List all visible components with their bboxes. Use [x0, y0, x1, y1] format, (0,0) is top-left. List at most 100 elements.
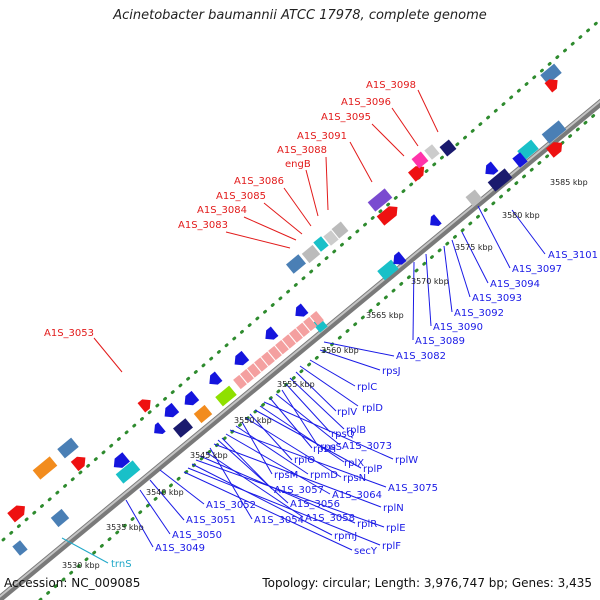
leader-line — [412, 261, 415, 341]
ribosomal-gene-glyph — [247, 363, 261, 378]
gene-glyph — [512, 152, 528, 168]
rna-label: trnS — [111, 559, 132, 570]
gene-glyph — [215, 385, 237, 407]
gene-glyph — [154, 422, 166, 434]
gene-label-bottom: A1S_3050 — [172, 530, 222, 541]
ribosomal-gene-glyph-shape — [275, 340, 289, 355]
gene-glyph — [377, 259, 399, 281]
gene-label-bottom: A1S_3101 — [548, 250, 598, 261]
accession-text: Accession: NC_009085 — [4, 576, 141, 590]
tick-label: 3540 kbp — [146, 488, 184, 497]
gene-glyph — [32, 456, 58, 480]
gene-label-bottom: rplP — [363, 464, 382, 475]
gene-label-bottom: secY — [354, 546, 378, 557]
gene-label-bottom: A1S_3092 — [454, 308, 504, 319]
leader-line — [323, 341, 395, 357]
gene-glyph-shape — [465, 189, 483, 207]
leader-line — [125, 499, 154, 548]
gene-glyph-shape — [164, 402, 180, 418]
gene-glyph-shape — [57, 437, 79, 459]
gene-label-bottom: A1S_3097 — [512, 264, 562, 275]
gene-label-top: engB — [285, 159, 311, 170]
ribosomal-gene-glyph-shape — [289, 328, 303, 343]
leader-line — [254, 409, 362, 469]
gene-glyph-shape — [313, 236, 329, 252]
leader-line — [139, 489, 171, 535]
ribosomal-gene-glyph — [268, 345, 282, 361]
leader-line — [191, 463, 333, 536]
gene-glyph-shape — [331, 221, 349, 239]
leader-line — [371, 123, 405, 157]
leader-line — [425, 253, 432, 327]
gene-glyph-shape — [376, 206, 398, 226]
gene-glyph — [295, 303, 309, 317]
gene-glyph — [265, 326, 279, 340]
gene-glyph — [184, 390, 200, 406]
gene-glyph — [540, 63, 562, 85]
ribosomal-gene-glyph-shape — [303, 316, 317, 332]
gene-label-bottom: rpsM — [274, 470, 298, 481]
gene-label-bottom: A1S_3052 — [206, 500, 256, 511]
gene-label-bottom: A1S_3049 — [155, 543, 205, 554]
tick-label: 3560 kbp — [321, 346, 359, 355]
ribosomal-gene-glyph-shape — [240, 369, 254, 384]
gene-glyph-shape — [544, 79, 558, 93]
tick-label: 3530 kbp — [62, 561, 100, 570]
gene-glyph — [301, 244, 321, 264]
gene-glyph — [424, 144, 440, 160]
ribosomal-gene-glyph-shape — [254, 357, 268, 372]
page-title: Acinetobacter baumannii ATCC 17978, comp… — [113, 8, 487, 23]
leader-line — [325, 156, 329, 211]
gene-glyph — [430, 214, 442, 226]
leader-line — [477, 205, 511, 269]
gene-label-bottom: rplV — [337, 407, 357, 418]
ribosomal-gene-glyph — [289, 328, 303, 343]
gene-glyph-shape — [408, 166, 425, 182]
gene-glyph — [439, 139, 457, 157]
gene-glyph — [323, 230, 339, 246]
leader-line — [243, 216, 297, 241]
leader-line — [319, 349, 381, 371]
gene-glyph-shape — [424, 144, 440, 160]
gene-label-bottom: rplB — [346, 425, 366, 436]
gene-label-bottom: A1S_3054 — [254, 515, 304, 526]
leader-line — [259, 405, 345, 463]
gene-label-bottom: A1S_3093 — [472, 293, 522, 304]
gene-glyph — [193, 404, 213, 424]
ribosomal-gene-glyph-shape — [282, 334, 296, 349]
leader-line — [289, 377, 345, 430]
leader-line — [249, 413, 293, 461]
ribosomal-gene-glyph — [261, 351, 275, 366]
leader-line — [213, 443, 382, 508]
gene-glyph — [408, 166, 425, 182]
gene-label-top: A1S_3086 — [234, 176, 284, 187]
gene-label-bottom: rpsN — [343, 473, 366, 484]
ribosomal-gene-glyph-shape — [247, 363, 261, 378]
gene-glyph-shape — [487, 168, 513, 192]
gene-glyph — [487, 168, 513, 192]
ribosomal-gene-glyph — [275, 340, 289, 355]
leader-line — [263, 202, 303, 235]
tick-label: 3575 kbp — [455, 243, 493, 252]
leader-line — [299, 365, 359, 407]
gene-label-bottom: rplX — [344, 458, 364, 469]
leader-line — [275, 393, 341, 446]
ribosomal-gene-glyph — [254, 357, 268, 372]
gene-glyph-shape — [115, 460, 141, 484]
ribosomal-gene-glyph-shape — [268, 345, 282, 361]
upper-guide-line — [0, 18, 600, 545]
gene-glyph — [544, 79, 558, 93]
leader-line — [61, 537, 109, 564]
leader-line — [443, 245, 453, 313]
gene-label-top: A1S_3098 — [366, 80, 416, 91]
gene-label-top: A1S_3096 — [341, 97, 391, 108]
ribosomal-gene-glyph-shape — [310, 311, 324, 326]
gene-glyph-shape — [50, 508, 70, 528]
gene-glyph — [7, 505, 25, 523]
gene-glyph-shape — [541, 120, 567, 144]
leader-line — [269, 397, 313, 449]
leader-line — [195, 459, 385, 528]
leader-line — [183, 471, 353, 551]
gene-glyph-shape — [323, 230, 339, 246]
ribosomal-gene-glyph — [240, 369, 254, 384]
